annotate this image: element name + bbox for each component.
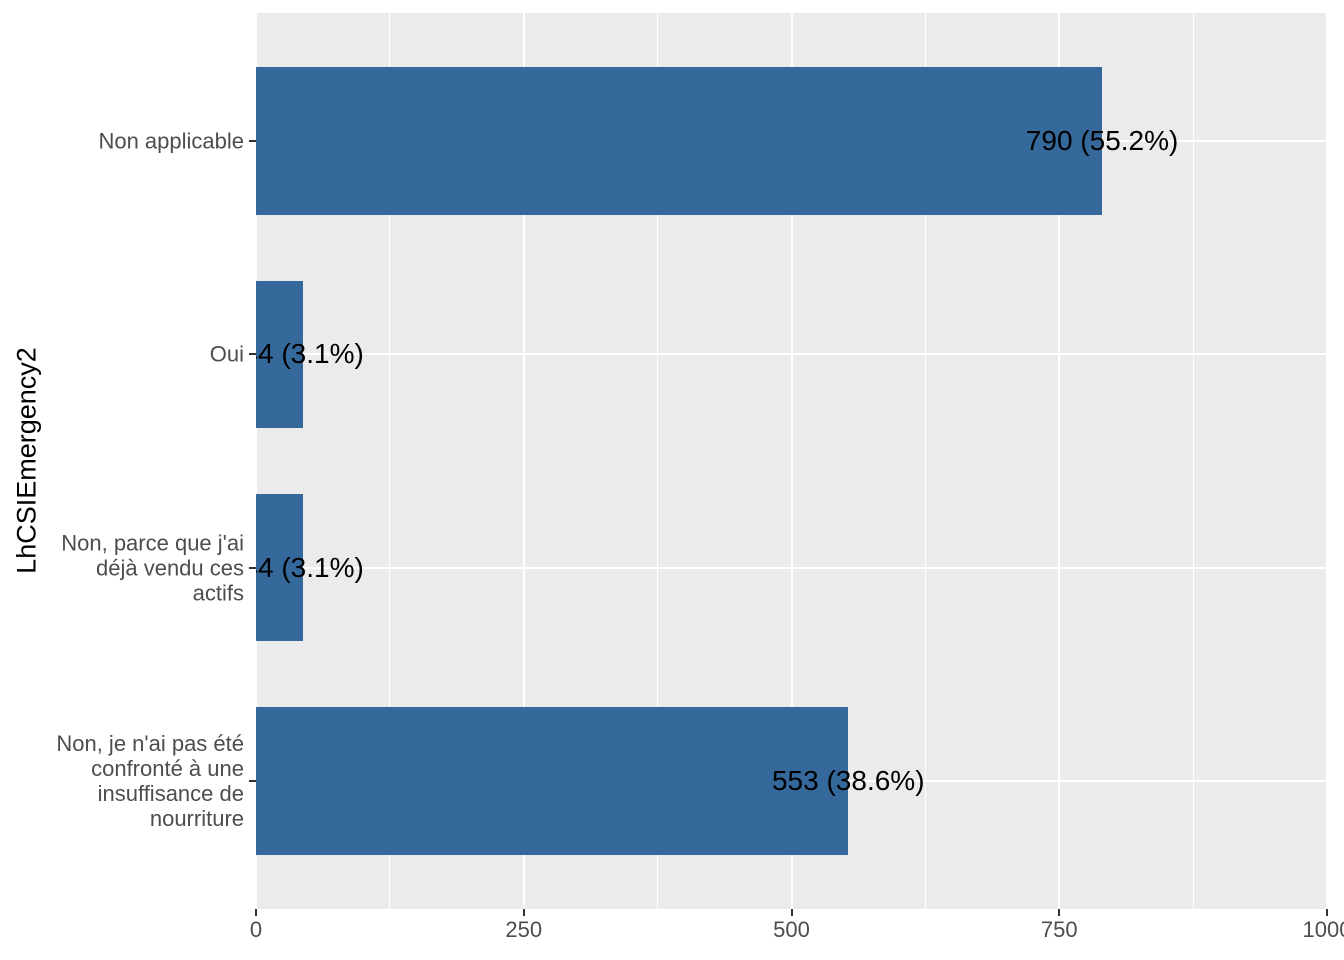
bar: [256, 707, 849, 855]
y-axis-tick: [249, 140, 256, 142]
x-axis-tick: [522, 909, 525, 916]
bar: [256, 67, 1103, 215]
gridline-x-minor: [657, 13, 659, 909]
x-axis-tick: [790, 909, 793, 916]
gridline-x-minor: [924, 13, 926, 909]
bar-value-label: 553 (38.6%): [771, 765, 925, 796]
gridline-x-major: [1058, 13, 1061, 909]
gridline-x-minor: [389, 13, 391, 909]
bar-value-label: 44 (3.1%): [256, 338, 364, 370]
y-axis-tick-label: Non, je n'ai pas été confronté à une ins…: [56, 730, 244, 832]
bar-value-label: 44 (3.1%): [256, 551, 364, 583]
gridline-x-major: [522, 13, 525, 909]
y-axis-tick: [249, 353, 256, 356]
gridline-x-minor: [1192, 13, 1194, 909]
x-axis-tick: [1058, 909, 1061, 916]
x-axis-tick-label: 0: [249, 917, 263, 942]
y-axis-tick-label: Oui: [209, 341, 244, 367]
x-axis-tick-label: 500: [773, 917, 810, 942]
bar-value-label: 790 (55.2%): [1025, 125, 1179, 156]
y-axis-tick-label: Non applicable: [98, 128, 244, 154]
gridline-x-major: [1326, 13, 1327, 909]
x-axis-tick: [255, 909, 257, 916]
gridline-x-major: [256, 13, 257, 909]
y-axis-tick: [249, 566, 256, 569]
plot-panel: 790 (55.2%) 44 (3.1%) 44 (3.1%) 553 (38.6%): [256, 13, 1327, 909]
x-axis-tick: [1326, 909, 1328, 916]
y-axis-tick: [249, 780, 256, 782]
bar: [256, 280, 304, 428]
y-axis-tick-label: Non, parce que j'ai déjà vendu ces actif…: [61, 530, 244, 606]
gridline-x-major: [790, 13, 793, 909]
x-axis-tick-label: 250: [505, 917, 543, 942]
y-axis-title: LhCSIEmergency2: [11, 347, 42, 574]
x-axis-tick-label: 750: [1040, 917, 1078, 942]
gridline-y-major: [256, 353, 1327, 356]
bar: [256, 494, 304, 642]
gridline-y-major: [256, 566, 1327, 569]
x-axis-tick-label: 1000: [1302, 917, 1344, 942]
